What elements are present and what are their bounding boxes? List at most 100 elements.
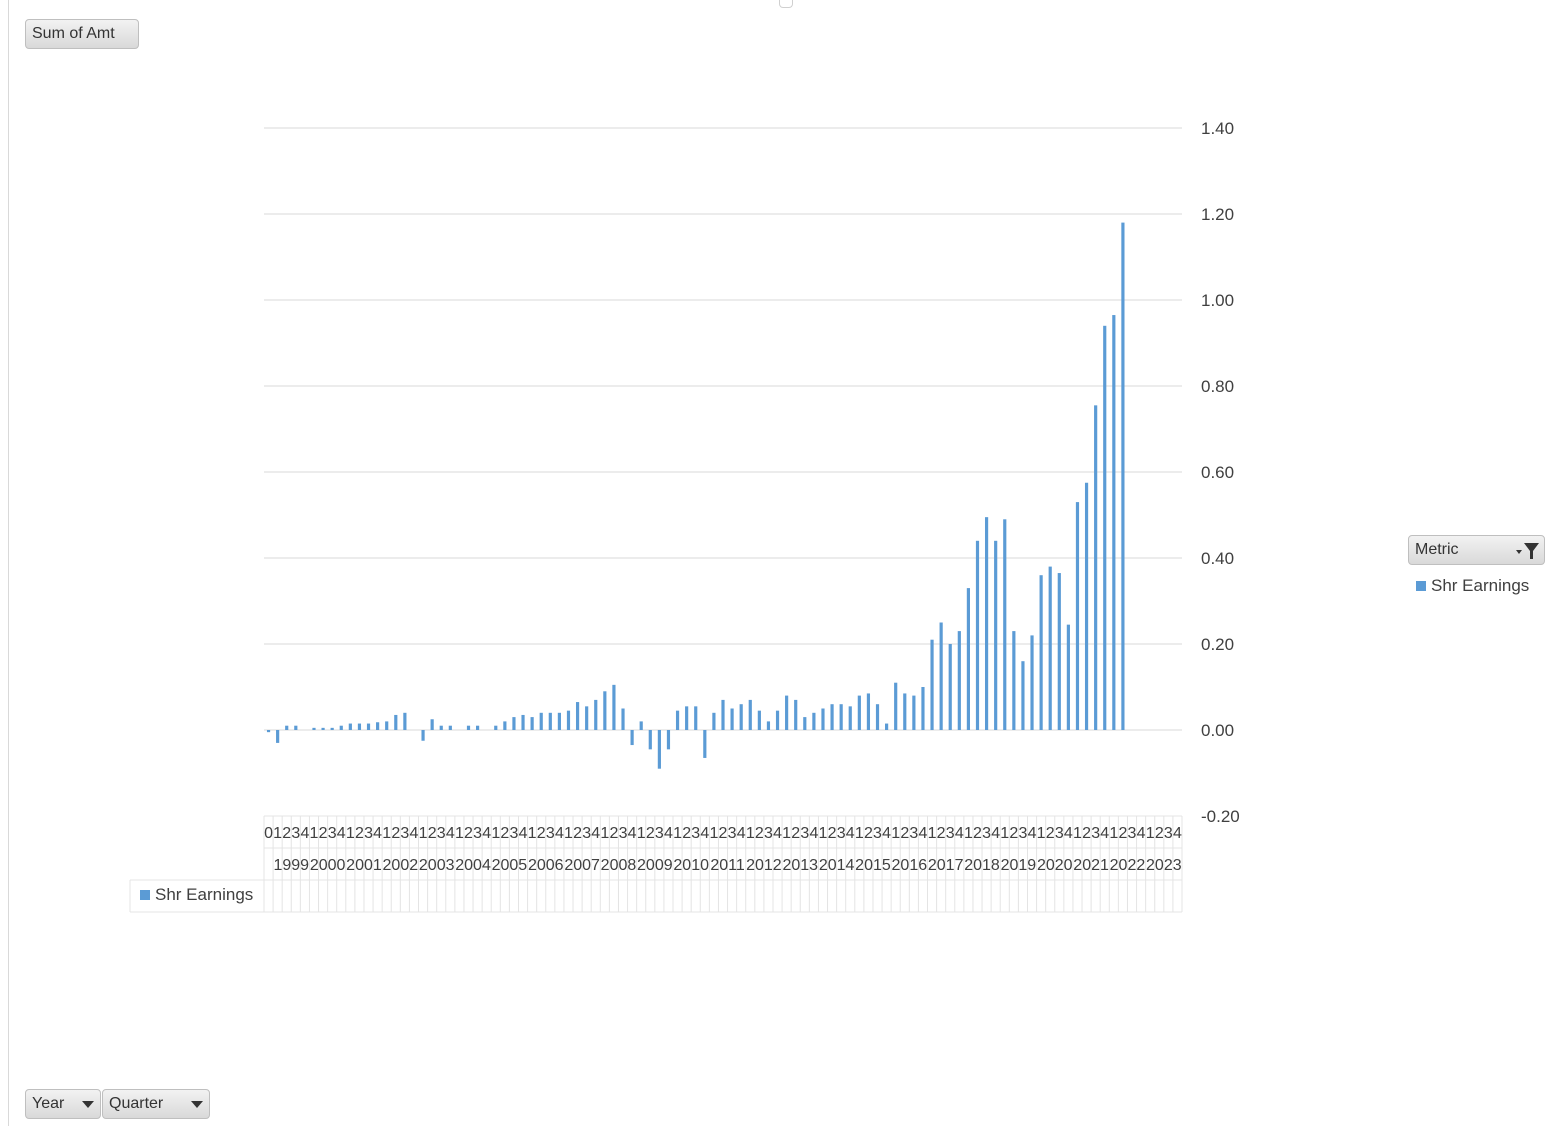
chevron-down-icon[interactable] <box>191 1101 203 1108</box>
data-bar <box>339 725 343 730</box>
quarter-tick-label: 1 <box>1037 825 1046 842</box>
data-bar <box>557 712 561 730</box>
data-bar <box>330 727 334 730</box>
quarter-tick-label: 3 <box>546 825 555 842</box>
year-tick-label: 2011 <box>710 857 745 874</box>
data-bar <box>566 710 571 730</box>
data-bar <box>657 730 661 769</box>
quarter-tick-label: 4 <box>955 825 964 842</box>
quarter-tick-label: 4 <box>482 825 491 842</box>
data-bar <box>848 706 852 730</box>
quarter-tick-label: 4 <box>410 825 419 842</box>
data-bar <box>1012 631 1016 730</box>
year-tick-label: 2006 <box>528 857 564 874</box>
quarter-tick-label: 3 <box>582 825 591 842</box>
data-bar <box>875 704 880 730</box>
data-bar <box>594 699 598 730</box>
chart-resize-handle[interactable] <box>779 0 793 8</box>
quarter-tick-label: 1 <box>273 825 282 842</box>
quarter-tick-label: 2 <box>391 825 400 842</box>
quarter-tick-label: 2 <box>682 825 691 842</box>
quarter-tick-label: 2 <box>828 825 837 842</box>
quarter-field-label: Quarter <box>109 1095 164 1112</box>
y-tick-label: -0.20 <box>1201 807 1240 826</box>
y-tick-label: 1.00 <box>1201 291 1234 310</box>
data-bar <box>448 725 452 730</box>
quarter-tick-label: 4 <box>737 825 746 842</box>
data-bar <box>294 725 298 730</box>
quarter-tick-label: 2 <box>282 825 291 842</box>
quarter-tick-label: 3 <box>437 825 446 842</box>
data-bar <box>703 730 707 758</box>
year-tick-label: 2000 <box>310 857 346 874</box>
data-bar <box>803 717 807 730</box>
quarter-field-button[interactable]: Quarter <box>102 1089 210 1119</box>
data-bar <box>830 704 834 730</box>
quarter-tick-label: 3 <box>509 825 518 842</box>
year-tick-label: 2023 <box>1146 857 1182 874</box>
year-tick-label: 2003 <box>419 857 455 874</box>
data-bar <box>476 725 480 730</box>
year-tick-label: 2020 <box>1037 857 1073 874</box>
quarter-tick-label: 3 <box>291 825 300 842</box>
data-bar <box>630 730 634 746</box>
legend-swatch <box>140 890 150 900</box>
quarter-tick-label: 4 <box>700 825 709 842</box>
year-field-label: Year <box>32 1095 65 1112</box>
quarter-tick-label: 3 <box>1164 825 1173 842</box>
metric-field-button[interactable]: Metric <box>1408 535 1545 565</box>
quarter-tick-label: 4 <box>919 825 928 842</box>
data-bar <box>730 708 734 730</box>
quarter-tick-label: 1 <box>855 825 864 842</box>
data-bar <box>603 691 607 730</box>
data-bar <box>903 693 907 730</box>
quarter-tick-label: 2 <box>937 825 946 842</box>
quarter-tick-label: 3 <box>873 825 882 842</box>
quarter-tick-label: 3 <box>655 825 664 842</box>
quarter-tick-label: 3 <box>837 825 846 842</box>
quarter-tick-label: 1 <box>600 825 609 842</box>
y-tick-label: 1.20 <box>1201 205 1234 224</box>
year-field-button[interactable]: Year <box>25 1089 101 1119</box>
data-bar <box>975 540 980 730</box>
data-bar <box>1003 519 1007 730</box>
data-bar <box>621 708 625 730</box>
chevron-down-icon[interactable] <box>82 1101 94 1108</box>
quarter-tick-label: 3 <box>764 825 773 842</box>
quarter-tick-label: 2 <box>573 825 582 842</box>
quarter-tick-label: 2 <box>1046 825 1055 842</box>
quarter-tick-label: 1 <box>928 825 937 842</box>
quarter-tick-label: 2 <box>864 825 873 842</box>
quarter-tick-label: 4 <box>591 825 600 842</box>
year-tick-label: 2001 <box>346 857 382 874</box>
data-bar <box>775 710 780 730</box>
year-tick-label: 2019 <box>1001 857 1037 874</box>
right-legend-entry: Shr Earnings <box>1416 576 1529 596</box>
quarter-tick-label: 1 <box>1109 825 1118 842</box>
quarter-tick-label: 4 <box>882 825 891 842</box>
quarter-tick-label: 3 <box>1128 825 1137 842</box>
data-bar <box>1066 624 1070 730</box>
year-tick-label: 1999 <box>273 857 309 874</box>
quarter-tick-label: 2 <box>900 825 909 842</box>
data-bar <box>1094 405 1098 730</box>
quarter-tick-label: 3 <box>364 825 373 842</box>
funnel-filter-icon[interactable] <box>1514 541 1540 561</box>
data-bar <box>994 540 998 730</box>
sum-of-amt-field-button[interactable]: Sum of Amt <box>25 19 139 49</box>
metric-field-label: Metric <box>1415 541 1459 558</box>
legend-swatch <box>1416 581 1426 591</box>
quarter-tick-label: 1 <box>1146 825 1155 842</box>
data-bar <box>1112 315 1116 730</box>
data-bar <box>430 719 434 730</box>
data-bar <box>894 682 898 730</box>
quarter-tick-label: 2 <box>464 825 473 842</box>
data-bar <box>685 706 689 730</box>
data-bar <box>1021 661 1025 730</box>
quarter-tick-label: 3 <box>400 825 409 842</box>
year-tick-label: 2002 <box>383 857 419 874</box>
quarter-tick-label: 2 <box>1082 825 1091 842</box>
quarter-tick-label: 1 <box>746 825 755 842</box>
year-tick-label: 2014 <box>819 857 855 874</box>
quarter-tick-label: 1 <box>673 825 682 842</box>
